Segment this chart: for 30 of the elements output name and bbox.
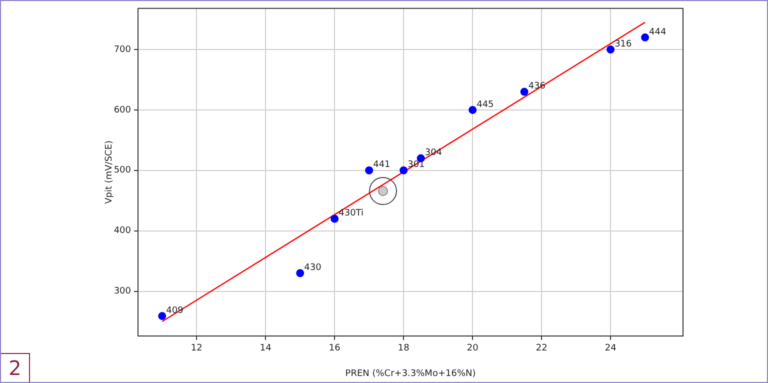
x-tick-label: 18	[398, 344, 410, 354]
annotation: 444	[649, 27, 667, 38]
y-tick-label: 600	[114, 105, 132, 116]
y-tick-label: 500	[114, 166, 132, 176]
annotation: 441	[373, 160, 390, 170]
x-tick-label: 20	[466, 344, 479, 354]
point	[330, 214, 339, 223]
y-axis-title: Vpit (mV/SCE)	[104, 140, 115, 204]
y-tick-label: 400	[114, 226, 132, 236]
x-tick-label: 14	[260, 344, 272, 354]
annotation: 316	[614, 39, 632, 50]
y-tick-label: 700	[114, 44, 132, 55]
x-tick-label: 12	[190, 344, 202, 354]
point	[468, 106, 477, 114]
text: 2	[1, 353, 30, 382]
point	[365, 166, 374, 174]
x-axis-title: PREN (%Cr+3.3%Mo+16%N)	[345, 368, 476, 379]
x-tick-label: 22	[536, 344, 548, 354]
annotation: 430Ti	[338, 208, 364, 219]
point	[606, 46, 615, 54]
point	[296, 269, 304, 278]
x-tick-label: 24	[604, 344, 617, 354]
annotation: 430	[304, 262, 322, 273]
point	[641, 33, 650, 42]
point	[400, 166, 408, 174]
annotation: 445	[476, 100, 494, 110]
point	[520, 88, 528, 96]
x-tick-label: 16	[328, 344, 341, 354]
point	[158, 312, 166, 320]
y-tick-label: 300	[114, 286, 132, 297]
